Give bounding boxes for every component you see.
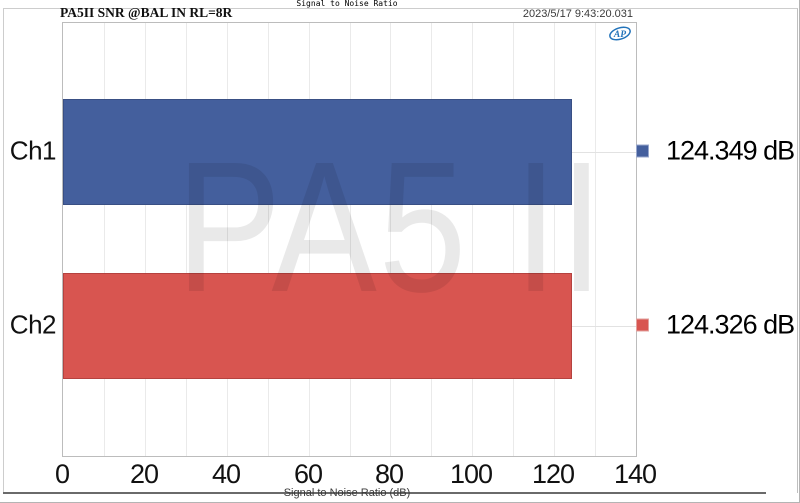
ap-logo-icon: AP	[609, 26, 631, 41]
x-tick-label: 140	[613, 459, 657, 489]
legend-value-ch2: 124.326 dB	[666, 309, 795, 340]
svg-text:AP: AP	[613, 30, 626, 40]
x-gridline	[103, 23, 105, 456]
x-gridline	[144, 23, 146, 456]
panel-bottom-border	[3, 492, 766, 494]
x-tick-label: 40	[211, 459, 241, 489]
x-tick-label: 20	[129, 459, 159, 489]
x-gridline	[349, 23, 351, 456]
x-gridline	[513, 23, 515, 456]
watermark: PA5 II	[176, 124, 606, 331]
x-axis-label: Signal to Noise Ratio (dB)	[283, 487, 411, 499]
legend-marker-ch2	[636, 318, 649, 332]
window-title: Signal to Noise Ratio	[293, 0, 401, 8]
x-tick-label: 60	[293, 459, 323, 489]
legend-marker-ch1	[636, 144, 649, 158]
x-tick-label: 0	[54, 459, 70, 489]
plot-area	[62, 22, 637, 457]
x-gridline	[595, 23, 597, 456]
x-tick-label: 80	[374, 459, 404, 489]
x-tick-label: 120	[531, 459, 575, 489]
graph-panel-border	[3, 8, 798, 493]
legend-value-ch1: 124.349 dB	[666, 135, 795, 166]
category-label-ch2: Ch2	[9, 309, 57, 340]
x-gridline	[308, 23, 310, 456]
x-gridline	[554, 23, 556, 456]
x-gridline	[226, 23, 228, 456]
category-label-ch1: Ch1	[9, 135, 57, 166]
x-gridline	[267, 23, 269, 456]
x-gridline	[185, 23, 187, 456]
bar-ch2	[63, 273, 572, 379]
timestamp: 2023/5/17 9:43:20.031	[522, 8, 633, 20]
x-tick-label: 100	[449, 459, 493, 489]
x-gridline	[472, 23, 474, 456]
bar-ch1	[63, 99, 572, 205]
x-gridline	[431, 23, 433, 456]
measurement-label: PA5II SNR @BAL IN RL=8R	[60, 5, 233, 20]
x-gridline	[390, 23, 392, 456]
